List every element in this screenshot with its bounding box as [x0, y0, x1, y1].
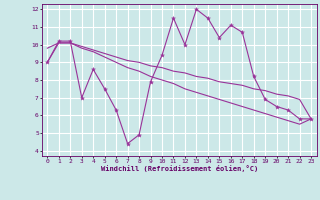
X-axis label: Windchill (Refroidissement éolien,°C): Windchill (Refroidissement éolien,°C)	[100, 165, 258, 172]
